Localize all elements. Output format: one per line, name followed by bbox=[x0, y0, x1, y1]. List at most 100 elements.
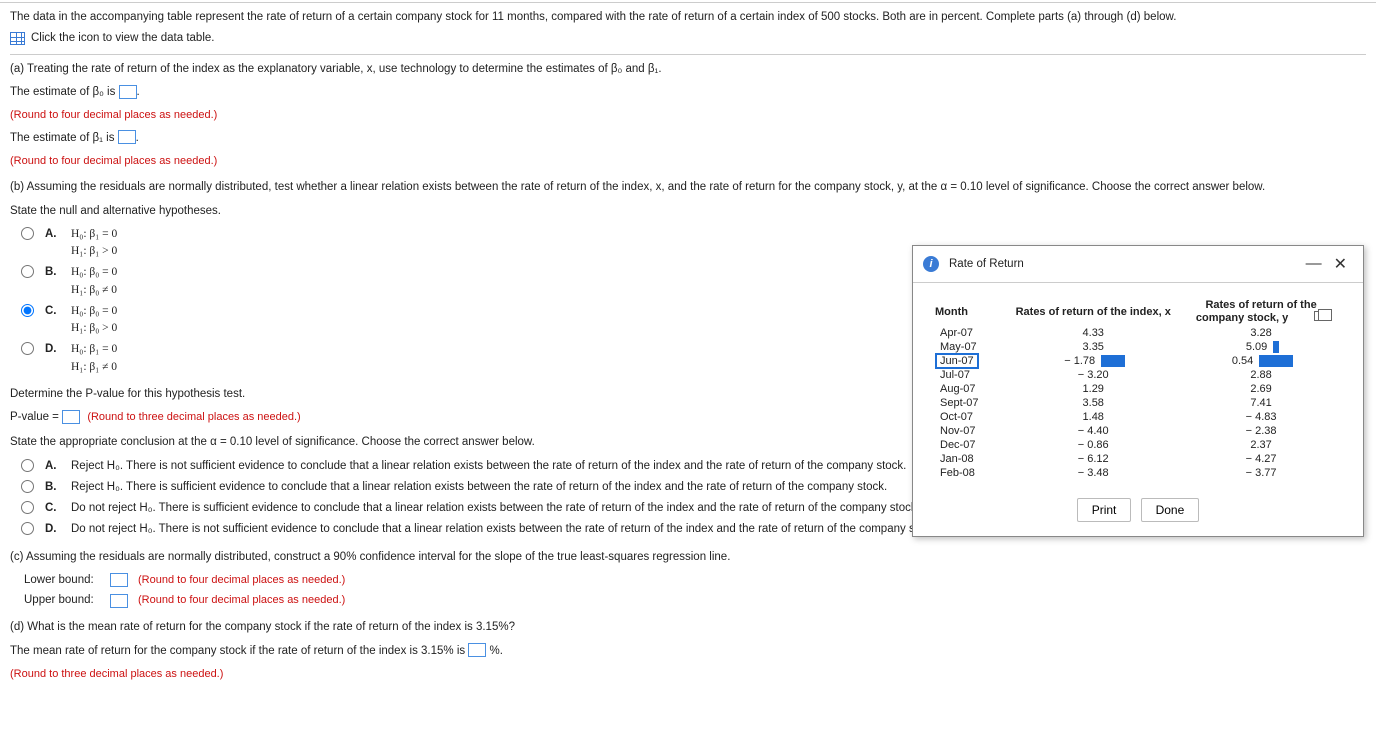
cell-index[interactable]: − 1.78 bbox=[1009, 354, 1177, 368]
cell-month[interactable]: Oct-07 bbox=[931, 410, 1009, 424]
divider bbox=[10, 54, 1366, 55]
cell-stock[interactable]: 0.54 bbox=[1177, 354, 1345, 368]
partd-suffix: %. bbox=[490, 645, 503, 657]
pvalue-note: (Round to three decimal places as needed… bbox=[87, 411, 300, 423]
table-row: Aug-071.292.69 bbox=[931, 382, 1345, 396]
lower-round-note: (Round to four decimal places as needed.… bbox=[138, 572, 345, 589]
choice-text: Reject H₀. There is not sufficient evide… bbox=[71, 458, 906, 475]
radio-option[interactable] bbox=[21, 304, 34, 317]
cell-index[interactable]: − 3.48 bbox=[1009, 466, 1177, 480]
data-table-icon[interactable] bbox=[10, 32, 25, 45]
part-a-prompt: (a) Treating the rate of return of the i… bbox=[10, 61, 1366, 78]
table-row: Jul-07− 3.202.88 bbox=[931, 368, 1345, 382]
cell-index[interactable]: − 3.20 bbox=[1009, 368, 1177, 382]
cell-stock[interactable]: − 2.38 bbox=[1177, 424, 1345, 438]
cell-month[interactable]: Dec-07 bbox=[931, 438, 1009, 452]
cell-stock[interactable]: − 4.27 bbox=[1177, 452, 1345, 466]
minimize-icon[interactable]: — bbox=[1300, 255, 1328, 273]
choice-label: B. bbox=[45, 264, 63, 281]
radio-option[interactable] bbox=[21, 501, 34, 514]
radio-option[interactable] bbox=[21, 265, 34, 278]
choice-label: A. bbox=[45, 458, 63, 475]
cell-index[interactable]: − 6.12 bbox=[1009, 452, 1177, 466]
table-row: May-073.355.09 bbox=[931, 340, 1345, 354]
col-index: Rates of return of the index, x bbox=[1009, 297, 1177, 326]
done-button[interactable]: Done bbox=[1141, 498, 1200, 522]
cell-index[interactable]: 4.33 bbox=[1009, 326, 1177, 340]
cell-stock[interactable]: 5.09 bbox=[1177, 340, 1345, 354]
cell-index[interactable]: − 4.40 bbox=[1009, 424, 1177, 438]
cell-stock[interactable]: 2.69 bbox=[1177, 382, 1345, 396]
state-hypotheses: State the null and alternative hypothese… bbox=[10, 203, 1366, 220]
lower-bound-input[interactable] bbox=[110, 573, 128, 587]
part-b-prompt: (b) Assuming the residuals are normally … bbox=[10, 179, 1366, 196]
cell-month[interactable]: Jun-07 bbox=[931, 354, 1009, 368]
lower-bound-label: Lower bound: bbox=[24, 572, 104, 589]
period: . bbox=[137, 86, 140, 98]
radio-option[interactable] bbox=[21, 459, 34, 472]
intro-text: The data in the accompanying table repre… bbox=[10, 9, 1366, 26]
beta1-input[interactable] bbox=[118, 130, 136, 144]
cell-month[interactable]: Apr-07 bbox=[931, 326, 1009, 340]
cell-index[interactable]: − 0.86 bbox=[1009, 438, 1177, 452]
choice-label: D. bbox=[45, 341, 63, 358]
table-row: Dec-07− 0.862.37 bbox=[931, 438, 1345, 452]
cell-month[interactable]: Aug-07 bbox=[931, 382, 1009, 396]
cell-month[interactable]: Jul-07 bbox=[931, 368, 1009, 382]
choice-body: H₀: β₀ = 0H₁: β₀ ≠ 0 bbox=[71, 264, 117, 299]
table-row: Nov-07− 4.40− 2.38 bbox=[931, 424, 1345, 438]
cell-stock[interactable]: − 4.83 bbox=[1177, 410, 1345, 424]
cell-month[interactable]: Feb-08 bbox=[931, 466, 1009, 480]
dialog-title: Rate of Return bbox=[949, 258, 1300, 270]
cell-index[interactable]: 3.35 bbox=[1009, 340, 1177, 354]
radio-option[interactable] bbox=[21, 227, 34, 240]
close-icon[interactable]: ✕ bbox=[1328, 254, 1353, 274]
cell-stock[interactable]: 7.41 bbox=[1177, 396, 1345, 410]
cell-month[interactable]: Nov-07 bbox=[931, 424, 1009, 438]
beta1-label: The estimate of β₁ is bbox=[10, 132, 114, 144]
choice-body: H₀: β₀ = 0H₁: β₀ > 0 bbox=[71, 303, 117, 338]
cell-index[interactable]: 1.48 bbox=[1009, 410, 1177, 424]
choice-label: C. bbox=[45, 500, 63, 517]
cell-month[interactable]: Sept-07 bbox=[931, 396, 1009, 410]
icon-row-text[interactable]: Click the icon to view the data table. bbox=[31, 30, 214, 47]
cell-index[interactable]: 1.29 bbox=[1009, 382, 1177, 396]
choice-label: D. bbox=[45, 521, 63, 538]
copy-icon[interactable] bbox=[1314, 311, 1326, 321]
upper-bound-input[interactable] bbox=[110, 594, 128, 608]
partd-input[interactable] bbox=[468, 643, 486, 657]
period: . bbox=[136, 132, 139, 144]
beta0-label: The estimate of β₀ is bbox=[10, 86, 115, 98]
partd-round-note: (Round to three decimal places as needed… bbox=[10, 666, 1366, 683]
info-icon: i bbox=[923, 256, 939, 272]
cell-stock[interactable]: 2.37 bbox=[1177, 438, 1345, 452]
print-button[interactable]: Print bbox=[1077, 498, 1132, 522]
radio-option[interactable] bbox=[21, 480, 34, 493]
pvalue-label: P-value = bbox=[10, 411, 59, 423]
beta0-input[interactable] bbox=[119, 85, 137, 99]
choice-label: C. bbox=[45, 303, 63, 320]
choice-body: H₀: β₁ = 0H₁: β₁ > 0 bbox=[71, 226, 117, 261]
choice-label: B. bbox=[45, 479, 63, 496]
choice-label: A. bbox=[45, 226, 63, 243]
cell-month[interactable]: May-07 bbox=[931, 340, 1009, 354]
cell-stock[interactable]: 3.28 bbox=[1177, 326, 1345, 340]
choice-text: Do not reject H₀. There is not sufficien… bbox=[71, 521, 939, 538]
beta0-round-note: (Round to four decimal places as needed.… bbox=[10, 107, 1366, 124]
table-row: Oct-071.48− 4.83 bbox=[931, 410, 1345, 424]
radio-option[interactable] bbox=[21, 342, 34, 355]
radio-option[interactable] bbox=[21, 522, 34, 535]
pvalue-input[interactable] bbox=[62, 410, 80, 424]
beta1-round-note: (Round to four decimal places as needed.… bbox=[10, 153, 1366, 170]
cell-stock[interactable]: 2.88 bbox=[1177, 368, 1345, 382]
rate-of-return-dialog: i Rate of Return — ✕ Month Rates of retu… bbox=[912, 245, 1364, 537]
choice-text: Do not reject H₀. There is sufficient ev… bbox=[71, 500, 920, 517]
cell-month[interactable]: Jan-08 bbox=[931, 452, 1009, 466]
partd-ans-pre: The mean rate of return for the company … bbox=[10, 645, 465, 657]
table-row: Feb-08− 3.48− 3.77 bbox=[931, 466, 1345, 480]
table-row: Sept-073.587.41 bbox=[931, 396, 1345, 410]
cell-index[interactable]: 3.58 bbox=[1009, 396, 1177, 410]
upper-round-note: (Round to four decimal places as needed.… bbox=[138, 592, 345, 609]
data-table: Month Rates of return of the index, x Ra… bbox=[931, 297, 1345, 480]
cell-stock[interactable]: − 3.77 bbox=[1177, 466, 1345, 480]
